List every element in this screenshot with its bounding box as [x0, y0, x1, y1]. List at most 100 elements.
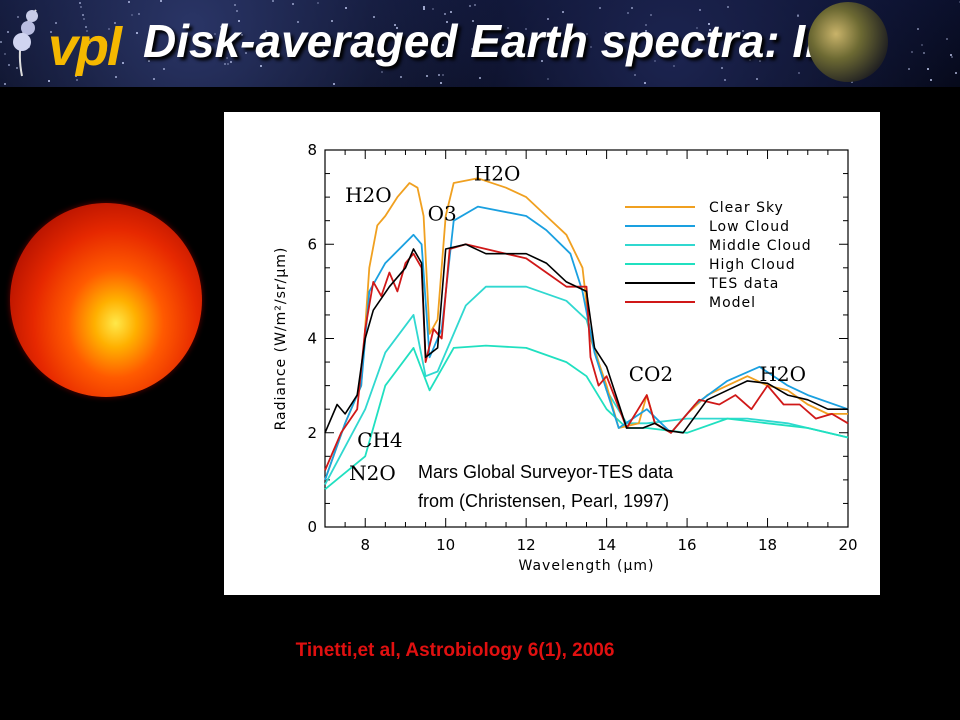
y-axis-label: Radiance (W/m²/sr/μm) [273, 247, 289, 431]
star [541, 60, 544, 62]
star [332, 83, 335, 86]
star [672, 65, 675, 68]
star [85, 29, 88, 32]
star [49, 31, 52, 34]
star [432, 7, 435, 10]
star [929, 78, 932, 81]
star [6, 30, 9, 33]
star [688, 54, 691, 57]
star [223, 62, 226, 65]
star [707, 22, 710, 25]
star [921, 43, 924, 46]
x-tick-label: 16 [678, 536, 697, 554]
star [221, 25, 224, 28]
star [444, 13, 447, 16]
star [450, 10, 453, 13]
star [115, 76, 118, 79]
star [88, 42, 91, 45]
star [474, 4, 477, 7]
star [76, 78, 79, 81]
star [230, 61, 233, 64]
star [910, 50, 913, 53]
star [48, 79, 51, 82]
star [741, 29, 744, 32]
star [82, 17, 85, 20]
star [654, 60, 657, 63]
star [399, 42, 402, 45]
star [17, 15, 20, 18]
star [438, 74, 440, 77]
star [86, 44, 89, 47]
star [135, 32, 138, 35]
star [506, 26, 509, 29]
star [748, 58, 751, 61]
star [238, 20, 241, 23]
star [468, 5, 471, 8]
star [626, 11, 629, 14]
y-tick-label: 8 [307, 141, 317, 159]
star [440, 82, 443, 85]
star [927, 67, 930, 70]
star [755, 77, 758, 80]
x-axis-label: Wavelength (μm) [519, 558, 655, 574]
star [3, 52, 6, 55]
star [950, 53, 953, 56]
star [923, 51, 926, 54]
star [511, 44, 514, 47]
star [723, 78, 726, 81]
star [532, 55, 535, 58]
star [181, 35, 184, 38]
star [317, 2, 320, 5]
star [345, 6, 348, 9]
star [115, 37, 118, 40]
star [908, 68, 911, 71]
star [694, 50, 697, 52]
star [711, 38, 714, 41]
source-note-line: from (Christensen, Pearl, 1997) [418, 491, 669, 511]
star [634, 41, 637, 44]
star [259, 65, 262, 68]
star [16, 66, 19, 69]
star [84, 25, 87, 28]
star [643, 81, 646, 84]
star [525, 28, 528, 31]
star [0, 41, 3, 44]
star [54, 21, 57, 24]
star [265, 29, 268, 32]
star [649, 14, 652, 17]
star [797, 15, 800, 18]
star [78, 1, 81, 4]
star [958, 1, 960, 4]
y-tick-label: 4 [307, 330, 317, 348]
spectrum-chart: 8 10 12 14 16 18 20 0 2 4 6 8 Wavelength (μm) Radianc… [224, 112, 880, 595]
molecule-annotation: CH4 [357, 428, 402, 452]
star [589, 45, 592, 48]
star [631, 6, 634, 9]
star [478, 77, 481, 80]
star [394, 24, 397, 27]
star [605, 31, 608, 34]
x-tick-label: 20 [838, 536, 857, 554]
legend-label: Clear Sky [709, 200, 784, 216]
x-tick-label: 14 [597, 536, 616, 554]
molecule-annotation: N2O [349, 461, 396, 485]
y-tick-label: 0 [307, 518, 317, 536]
star [423, 7, 426, 10]
star [296, 20, 299, 23]
star [633, 73, 636, 76]
star [946, 37, 949, 40]
star [219, 25, 222, 28]
star [442, 73, 445, 76]
star [297, 52, 300, 55]
star [217, 48, 220, 51]
star [396, 26, 399, 29]
source-note-line: Mars Global Surveyor-TES data [418, 462, 674, 482]
series-line-middle-cloud [324, 285, 849, 486]
star [225, 57, 228, 60]
star [472, 19, 475, 22]
star [578, 34, 581, 37]
star [698, 8, 701, 11]
star [148, 60, 151, 63]
star [599, 7, 602, 10]
star [245, 52, 248, 55]
